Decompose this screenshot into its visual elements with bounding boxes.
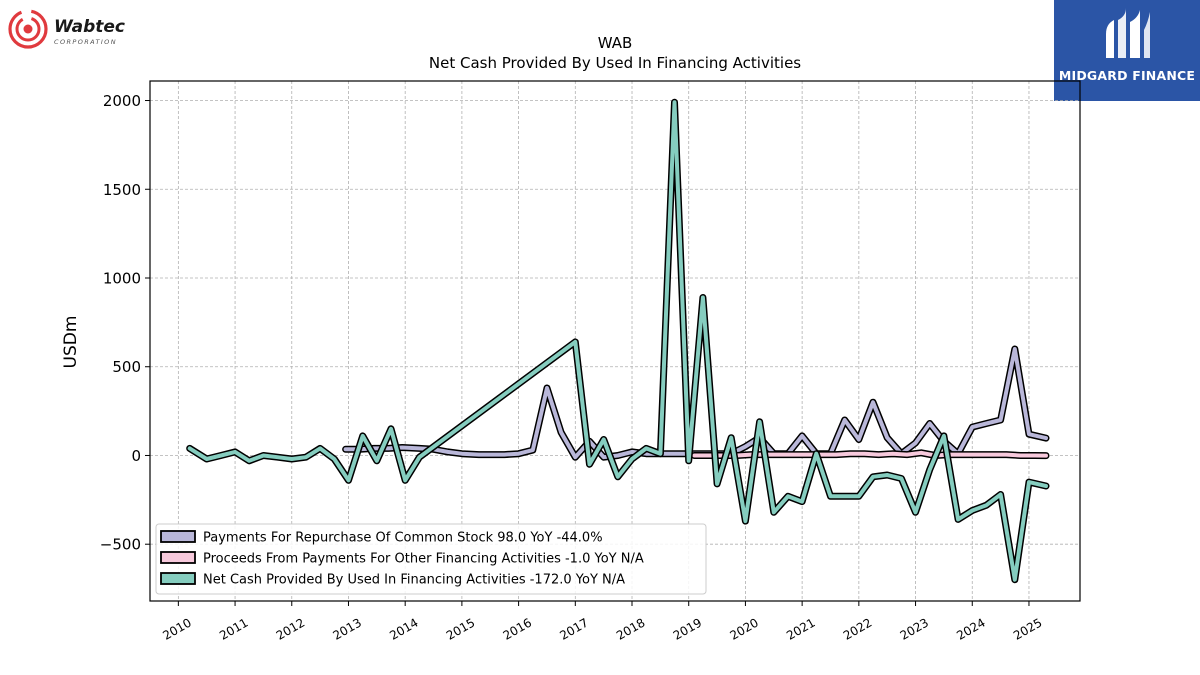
plot-frame	[149, 80, 1081, 602]
wabtec-emblem-icon	[8, 9, 48, 49]
wabtec-logo: Wabtec CORPORATION	[8, 8, 143, 50]
x-tick-label: 2015	[444, 615, 477, 642]
chart-title: WAB	[598, 34, 633, 52]
wabtec-wordmark: Wabtec	[54, 17, 125, 37]
series-line-net	[187, 100, 1048, 582]
x-tick-label: 2023	[898, 615, 931, 642]
midgard-finance-logo: MIDGARD FINANCE	[1054, 0, 1200, 101]
y-tick-label: 1500	[103, 181, 141, 199]
midgard-emblem-icon	[1106, 8, 1150, 58]
y-tick-label: 1000	[103, 269, 141, 287]
x-tick-label: 2016	[501, 615, 534, 642]
x-tick-label: 2020	[727, 615, 760, 642]
y-axis-label: USDm	[61, 316, 81, 369]
legend-label-net: Net Cash Provided By Used In Financing A…	[203, 573, 625, 588]
x-tick-label: 2011	[217, 615, 250, 642]
x-tick-label: 2017	[557, 615, 590, 642]
legend-swatch-other	[160, 551, 196, 564]
x-tick-label: 2018	[614, 615, 647, 642]
chart-subtitle: Net Cash Provided By Used In Financing A…	[429, 54, 801, 72]
x-tick-label: 2010	[160, 615, 193, 642]
midgard-wordmark: MIDGARD FINANCE	[1058, 68, 1196, 83]
x-tick-label: 2024	[954, 615, 987, 642]
x-tick-label: 2021	[784, 615, 817, 642]
legend-label-other: Proceeds From Payments For Other Financi…	[203, 552, 644, 567]
grid-layer	[150, 81, 1080, 601]
legend-box	[155, 523, 707, 595]
legend-swatch-repurchase	[160, 530, 196, 543]
legend: Payments For Repurchase Of Common Stock …	[155, 523, 707, 595]
x-tick-label: 2014	[387, 615, 420, 642]
series-line-other	[692, 450, 1048, 458]
y-tick-label: 500	[112, 358, 141, 376]
y-tick-label: −500	[100, 536, 141, 554]
x-tick-label: 2025	[1011, 615, 1044, 642]
series-layer	[186, 98, 1050, 584]
x-tick-label: 2019	[671, 615, 704, 642]
x-tick-label: 2013	[331, 615, 364, 642]
wabtec-subtitle: CORPORATION	[54, 38, 117, 46]
x-tick-label: 2012	[274, 615, 307, 642]
y-tick-label: 2000	[103, 92, 141, 110]
legend-swatch-net	[160, 572, 196, 585]
x-tick-label: 2022	[841, 615, 874, 642]
legend-label-repurchase: Payments For Repurchase Of Common Stock …	[203, 531, 603, 546]
y-tick-label: 0	[131, 447, 141, 465]
